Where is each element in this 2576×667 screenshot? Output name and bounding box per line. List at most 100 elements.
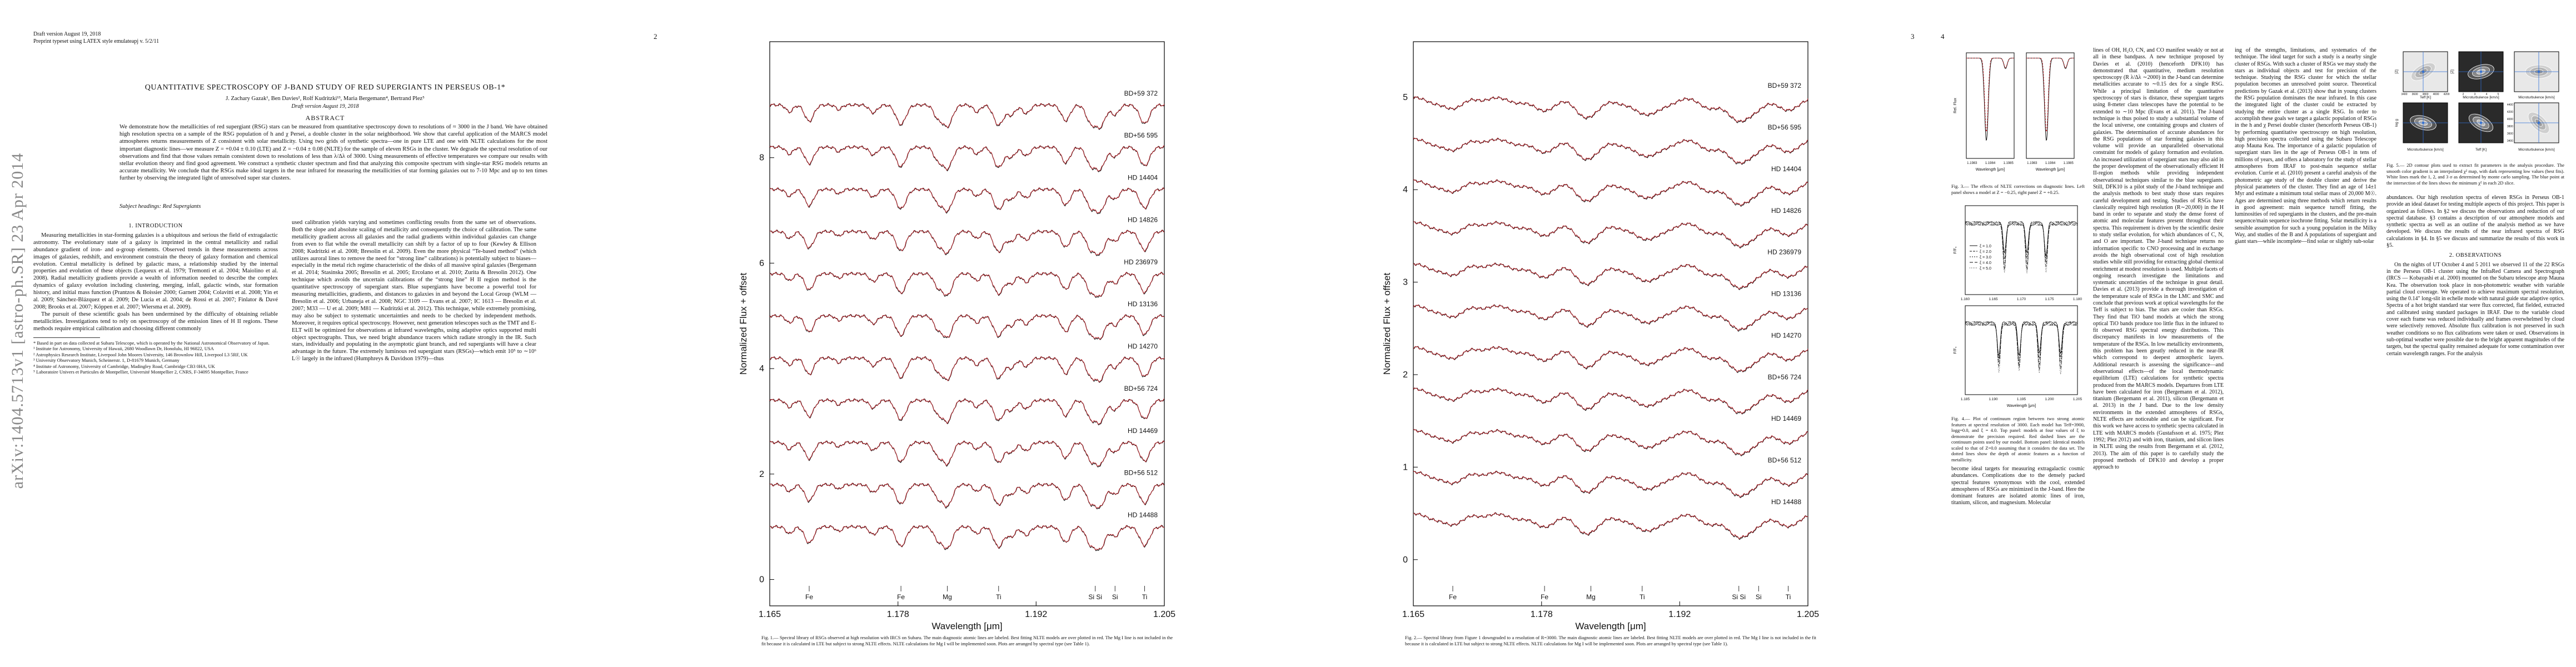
footnote: ⁵ Laboratoire Univers et Particules de M… — [33, 369, 248, 375]
page-1: Draft version August 19, 2018 Preprint t… — [0, 0, 645, 667]
x-axis-label: Wavelength [μm] — [2036, 168, 2065, 172]
preprint-line: Preprint typeset using LATEX style emula… — [33, 38, 160, 44]
series-bd-56-512: BD+56 512 — [769, 469, 1165, 510]
x-axis-label: Wavelength [μm] — [931, 621, 1002, 631]
fig4-panel: 1.185 1.190 1.195 1.200 1.205 Wavelength [μm]… — [1954, 305, 2082, 408]
y-tick-label: 3 — [1403, 278, 1408, 287]
model-spectrum — [1413, 221, 1808, 248]
star-label: BD+59 372 — [1768, 82, 1802, 89]
body-text: abundances. Our high resolution spectra … — [2386, 195, 2564, 249]
y-axis-label: F/F₀ — [1954, 346, 1957, 354]
series-bd-59-372: BD+59 372 — [769, 89, 1165, 130]
y-tick-label: 6 — [759, 258, 764, 268]
draft-version: Draft version August 19, 2018 — [291, 103, 359, 109]
figure-2-caption: Fig. 2.— Spectral library from Figure 1 … — [1405, 635, 1816, 646]
page-number: 4 — [1941, 32, 1945, 41]
x-tick-label: 1.190 — [1989, 397, 1998, 401]
x-tick-label: 4200 — [2443, 93, 2449, 96]
lte-profile — [2026, 58, 2074, 141]
model-spectrum — [1413, 470, 1808, 497]
footnote: ⁴ Institute of Astronomy, University of … — [33, 363, 215, 369]
model-spectrum — [769, 187, 1165, 214]
body-text: lines of OH, H₂O, CN, and CO manifest we… — [2093, 47, 2224, 471]
nlte-profile — [2026, 58, 2074, 132]
x-tick-label: 1.1985 — [2064, 162, 2074, 165]
star-label: BD+56 512 — [1124, 469, 1158, 477]
star-label: HD 14469 — [1128, 427, 1158, 435]
best-fit-point — [2422, 122, 2424, 124]
figure-1-caption: Fig. 1.— Spectral library of RSGs observ… — [761, 635, 1173, 646]
x-tick-label: 1.180 — [2073, 297, 2082, 301]
fig3-panel: 1.1983 1.1984 1.1985 Wavelength [μm] — [2026, 52, 2075, 172]
model-spectrum — [1413, 179, 1808, 206]
line-id-label: Si Si — [1732, 593, 1746, 601]
line-id-label: Ti — [1786, 593, 1791, 601]
x-tick-label: 1.175 — [2045, 297, 2054, 301]
series-hd-14270: HD 14270 — [1413, 331, 1808, 374]
model-curve — [1965, 321, 2078, 365]
observed-spectrum — [769, 271, 1165, 298]
y-tick-label: 4000 — [2507, 118, 2513, 121]
page-number: 3 — [1911, 32, 1915, 41]
y-tick-label: 1 — [1403, 462, 1408, 472]
x-tick-label: 1.170 — [2017, 297, 2026, 301]
arxiv-watermark: arXiv:1404.5713v1 [astro-ph.SR] 23 Apr 2… — [8, 152, 27, 489]
line-id-label: Ti — [996, 593, 1001, 601]
y-tick-label: 4400 — [2507, 103, 2513, 107]
x-tick-label: 3400 — [2401, 93, 2407, 96]
model-spectrum — [769, 398, 1165, 425]
x-axis-label: Microturbulence [km/s] — [2518, 96, 2555, 99]
observed-spectrum — [1413, 512, 1808, 540]
model-spectrum — [1413, 387, 1808, 414]
model-spectrum — [769, 525, 1165, 550]
model-curve — [1965, 321, 2078, 361]
figure-4-caption: Fig. 4.— Plot of continuum region betwee… — [1951, 416, 2085, 462]
line-id-label: Si Si — [1088, 593, 1102, 601]
model-curve — [1965, 221, 2078, 260]
page-4: 4 1.1983 1.1984 1.1985 Wavelength [μm] Rel. … — [1932, 0, 2576, 667]
model-curve — [1965, 321, 2078, 356]
series-hd-236979: HD 236979 — [1413, 248, 1808, 290]
y-tick-label: 0 — [759, 575, 764, 585]
model-spectrum — [769, 440, 1165, 467]
x-axis-label: Teff [K] — [2420, 96, 2431, 99]
abstract-text: We demonstrate how the metallicities of … — [119, 124, 547, 182]
line-id-label: Mg — [1586, 593, 1596, 601]
body-text: become ideal targets for measuring extra… — [1951, 466, 2085, 506]
abstract-heading: ABSTRACT — [305, 114, 345, 122]
star-label: HD 14270 — [1771, 331, 1801, 339]
lte-profile — [1966, 58, 2014, 141]
series-hd-14488: HD 14488 — [1413, 498, 1808, 540]
y-axis-label: Rel. Flux — [1954, 98, 1957, 113]
chi2-panel — [2458, 51, 2504, 92]
series-hd-14469: HD 14469 — [1413, 415, 1808, 456]
x-tick-label: 1.165 — [1989, 297, 1998, 301]
series-hd-13136: HD 13136 — [1413, 290, 1808, 332]
observed-spectrum — [1413, 262, 1808, 290]
observed-spectrum — [769, 525, 1165, 551]
y-axis-label: log g — [2395, 119, 2399, 127]
model-spectrum — [769, 103, 1165, 130]
x-tick-label: 1.1984 — [2045, 162, 2056, 165]
model-spectrum — [1413, 96, 1808, 123]
observed-spectrum — [769, 356, 1165, 383]
star-label: HD 14826 — [1128, 216, 1158, 223]
x-tick-label: 5 — [2498, 93, 2499, 96]
series-hd-14826: HD 14826 — [1413, 207, 1808, 249]
observed-spectrum — [1413, 346, 1808, 374]
line-id-label: Ti — [1142, 593, 1148, 601]
star-label: BD+56 512 — [1768, 456, 1802, 464]
x-tick-label: 3800 — [2422, 93, 2428, 96]
model-curve — [1965, 221, 2078, 274]
plot-frame — [1413, 41, 1808, 606]
legend-entry: ξ = 1.0 — [1980, 245, 1991, 248]
x-tick-label: 1.178 — [1531, 610, 1553, 619]
footnote: ³ University Observatory Munich, Scheine… — [33, 357, 180, 364]
x-axis-label: Microturbulence [km/s] — [2518, 148, 2555, 152]
line-id-label: Fe — [805, 593, 813, 601]
star-label: HD 236979 — [1124, 258, 1158, 266]
fig4-panel: ξ = 1.0 ξ = 2.0 ξ = 3.0ξ = 4.0 ξ = 5.0 1.160… — [1954, 205, 2082, 301]
observed-spectrum — [1413, 470, 1808, 499]
series-bd-56-724: BD+56 724 — [769, 385, 1165, 426]
best-fit-point — [2422, 71, 2424, 73]
